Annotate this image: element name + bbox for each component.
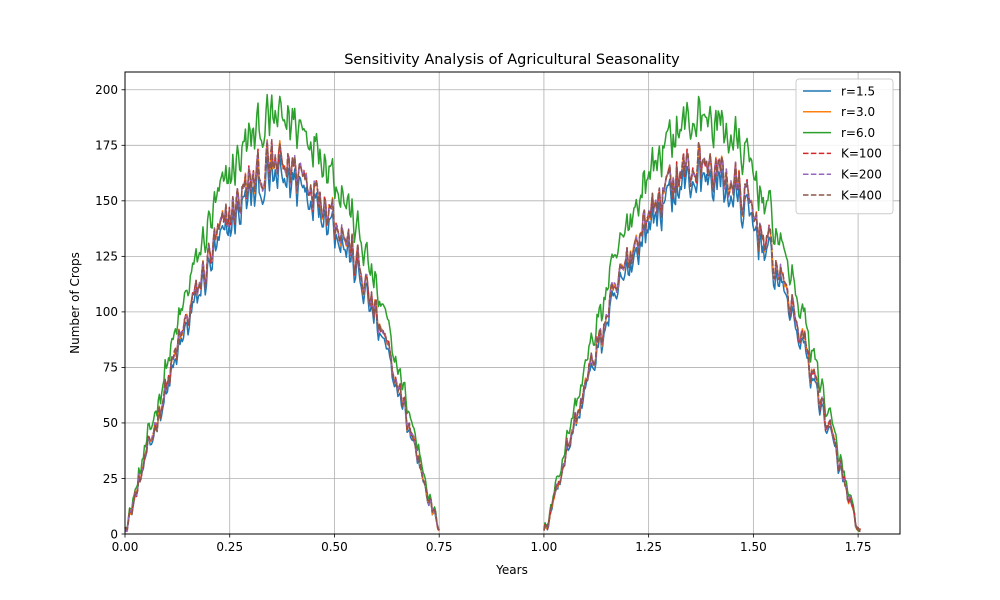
x-tick-label: 1.25: [635, 540, 662, 554]
y-tick-label: 0: [110, 527, 118, 541]
legend-label: r=1.5: [841, 84, 875, 98]
y-axis-label: Number of Crops: [68, 252, 82, 354]
y-tick-label: 200: [95, 83, 118, 97]
series-line-r-3-0: [124, 139, 861, 533]
series-lines: [124, 93, 861, 533]
x-tick-label: 0.00: [112, 540, 139, 554]
series-line-k-400: [124, 140, 861, 533]
legend-box: [795, 78, 894, 215]
x-tick-label: 1.50: [740, 540, 767, 554]
x-tick-label: 1.00: [531, 540, 558, 554]
legend-label: K=100: [841, 147, 882, 161]
series-line-k-200: [124, 139, 861, 533]
y-tick-label: 100: [95, 305, 118, 319]
axis-ticks: 0.00 0.25 0.50 0.75 1.00 1.25 1.50 1.75 0 25 50 75 1…: [95, 83, 871, 554]
x-tick-label: 0.75: [426, 540, 453, 554]
x-tick-label: 1.75: [845, 540, 872, 554]
x-axis-label: Years: [495, 563, 528, 577]
chart-title: Sensitivity Analysis of Agricultural Sea…: [344, 52, 680, 68]
x-tick-label: 0.50: [321, 540, 348, 554]
legend-label: r=3.0: [841, 105, 875, 119]
plot-area: [124, 71, 901, 535]
x-tick-label: 0.25: [216, 540, 243, 554]
y-tick-label: 175: [95, 139, 118, 153]
y-tick-label: 150: [95, 194, 118, 208]
y-tick-label: 50: [103, 416, 118, 430]
y-tick-label: 75: [103, 361, 118, 375]
y-tick-label: 25: [103, 472, 118, 486]
y-tick-label: 125: [95, 250, 118, 264]
legend-label: K=200: [841, 168, 882, 182]
legend-label: r=6.0: [841, 126, 875, 140]
grid: [124, 72, 900, 535]
legend-label: K=400: [841, 188, 882, 202]
series-line-k-100: [124, 138, 861, 533]
series-line-r-6-0: [124, 93, 861, 533]
legend: r=1.5 r=3.0 r=6.0 K=100 K=200 K=400: [795, 78, 894, 215]
